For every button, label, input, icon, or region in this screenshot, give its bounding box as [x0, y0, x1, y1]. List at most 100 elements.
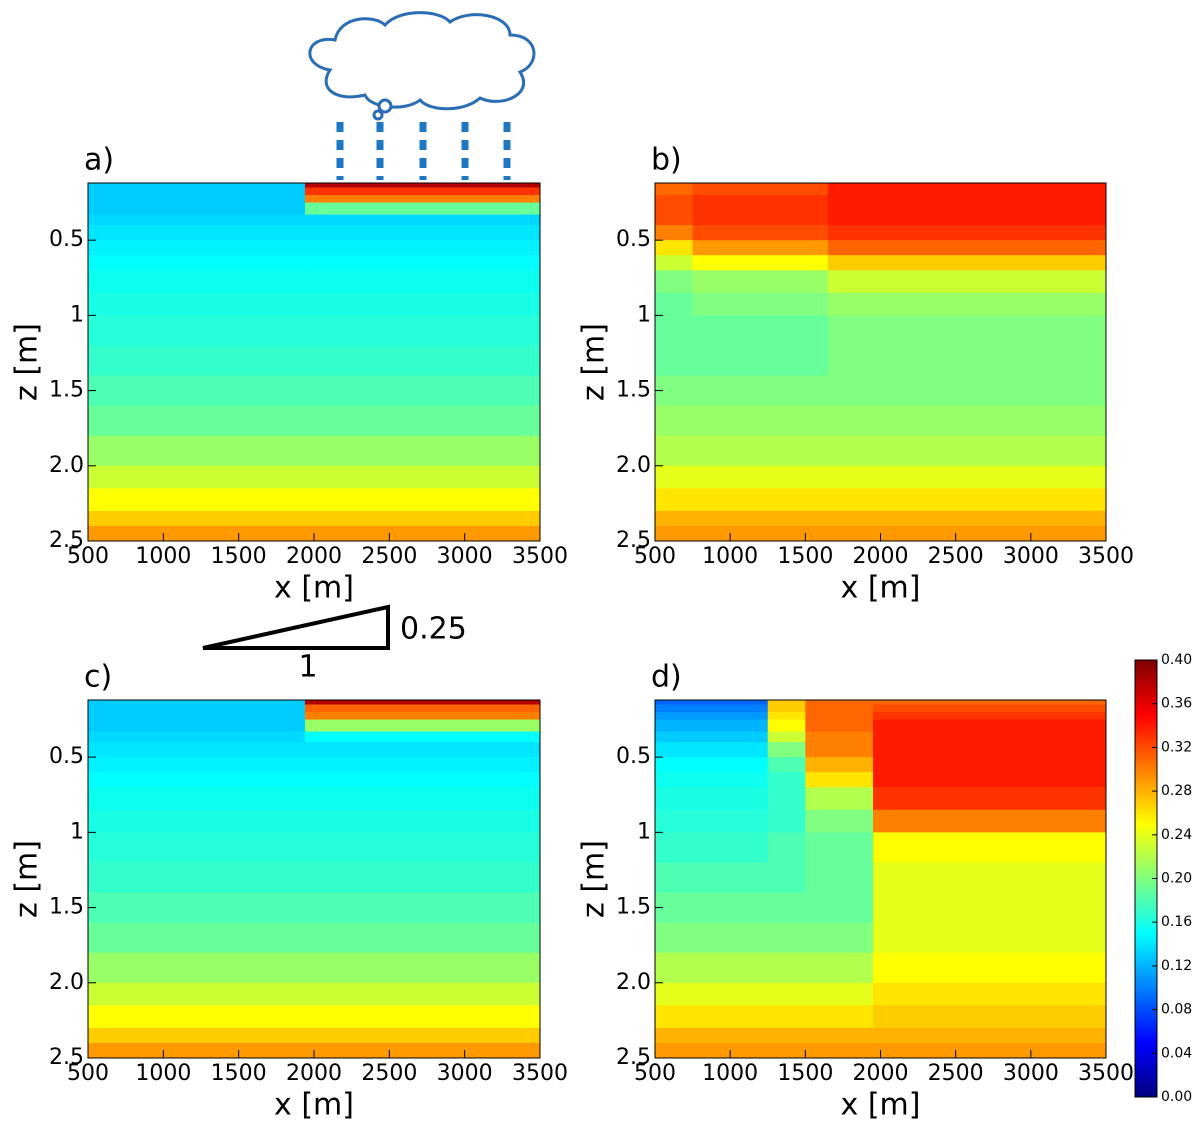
heatmap-cell — [767, 832, 806, 863]
heatmap-cell — [304, 488, 541, 512]
y-axis-label: z [m] — [577, 840, 612, 918]
colorbar-swatch — [1135, 1007, 1157, 1011]
colorbar-tick-label: 0.08 — [1161, 1002, 1192, 1018]
colorbar-swatch — [1135, 1075, 1157, 1078]
colorbar-swatch — [1135, 771, 1157, 775]
colorbar-swatch — [1135, 920, 1157, 923]
colorbar-swatch — [1135, 1022, 1157, 1026]
y-tick-label: 2.0 — [616, 453, 651, 478]
x-tick-label: 2500 — [928, 544, 984, 569]
colorbar-swatch — [1135, 732, 1157, 735]
colorbar-swatch — [1135, 723, 1157, 727]
heatmap-cell — [872, 787, 1107, 811]
x-tick-label: 2000 — [286, 1061, 342, 1086]
colorbar-tick-label: 0.16 — [1161, 914, 1192, 930]
heatmap-cell — [304, 202, 541, 216]
x-axis-label: x [m] — [274, 1088, 354, 1123]
colorbar-swatch — [1135, 828, 1157, 831]
heatmap-cell — [88, 809, 306, 833]
colorbar-swatch — [1135, 762, 1157, 766]
colorbar-swatch — [1135, 974, 1157, 978]
colorbar-swatch — [1135, 769, 1157, 772]
heatmap-cell — [805, 700, 874, 706]
colorbar-swatch — [1135, 791, 1157, 794]
heatmap-cell — [304, 719, 541, 733]
heatmap-cell — [767, 719, 806, 733]
colorbar-swatch — [1135, 1079, 1157, 1083]
x-tick-label: 3000 — [437, 544, 493, 569]
x-tick-label: 500 — [634, 1061, 676, 1086]
x-tick-label: 2500 — [928, 1061, 984, 1086]
cloud — [308, 11, 536, 121]
heatmap-cell — [655, 757, 769, 773]
colorbar-swatch — [1135, 937, 1157, 941]
heatmap-cell — [692, 315, 829, 346]
heatmap-cell — [692, 183, 829, 189]
heatmap-cell — [304, 922, 541, 954]
colorbar-swatch — [1135, 959, 1157, 963]
colorbar-swatch — [1135, 852, 1157, 855]
heatmap-cell — [655, 525, 694, 542]
colorbar-swatch — [1135, 673, 1157, 676]
heatmap-cell — [872, 712, 1107, 721]
heatmap-cell — [692, 240, 829, 256]
heatmap-cell — [872, 892, 1107, 924]
y-axis-label: z [m] — [10, 323, 45, 401]
y-tick-label: 1 — [637, 302, 651, 327]
y-tick-label: 0.5 — [616, 227, 651, 252]
colorbar-swatch — [1135, 885, 1157, 888]
colorbar-swatch — [1135, 847, 1157, 851]
heatmap-cell — [872, 1027, 1107, 1044]
heatmap-cell — [304, 183, 541, 189]
heatmap-cell — [88, 435, 306, 467]
colorbar-swatch — [1135, 1055, 1157, 1059]
y-tick-label: 2.5 — [616, 528, 651, 553]
colorbar-swatch — [1135, 941, 1157, 945]
heatmap-cell — [655, 315, 694, 346]
x-tick-label: 3000 — [1003, 544, 1059, 569]
heatmap-cell — [692, 214, 829, 226]
x-tick-label: 500 — [634, 544, 676, 569]
heatmap-cell — [655, 700, 769, 706]
colorbar-swatch — [1135, 819, 1157, 823]
colorbar-swatch — [1135, 976, 1157, 980]
colorbar-swatch — [1135, 882, 1157, 886]
heatmap-cell — [304, 465, 541, 489]
colorbar-swatch — [1135, 812, 1157, 816]
colorbar-swatch — [1135, 996, 1157, 1000]
heatmap-cell — [827, 214, 1107, 226]
colorbar-swatch — [1135, 721, 1157, 724]
x-tick-label: 3500 — [512, 544, 568, 569]
colorbar-swatch — [1135, 926, 1157, 930]
colorbar-swatch — [1135, 900, 1157, 904]
heatmap-cell — [805, 952, 874, 984]
colorbar-swatch — [1135, 708, 1157, 711]
heatmap-cell — [88, 704, 306, 713]
heatmap-cell — [88, 375, 306, 407]
colorbar-swatch — [1135, 1077, 1157, 1081]
heatmap-cell — [767, 757, 806, 773]
heatmap-cell — [304, 982, 541, 1006]
heatmap-cell — [805, 787, 874, 811]
heatmap-cell — [304, 405, 541, 437]
colorbar-swatch — [1135, 736, 1157, 740]
heatmap-cell — [655, 731, 769, 743]
heatmap-cell — [655, 719, 769, 733]
colorbar-swatch — [1135, 989, 1157, 993]
heatmap-cell — [872, 731, 1107, 743]
heatmap-cell — [88, 757, 306, 773]
heatmap-cell — [655, 809, 769, 833]
heatmap-cell — [655, 214, 694, 226]
colorbar-swatch — [1135, 697, 1157, 700]
heatmap-cell — [827, 292, 1107, 316]
panel-label: d) — [651, 660, 682, 695]
colorbar-swatch — [1135, 954, 1157, 958]
heatmap-cell — [655, 742, 769, 758]
colorbar-swatch — [1135, 1092, 1157, 1096]
heatmap-cell — [827, 240, 1107, 256]
colorbar-swatch — [1135, 1062, 1157, 1065]
heatmap-cell — [655, 270, 694, 294]
heatmap-cell — [805, 809, 874, 833]
heatmap-cell — [805, 892, 874, 924]
heatmap-cell — [88, 525, 306, 542]
